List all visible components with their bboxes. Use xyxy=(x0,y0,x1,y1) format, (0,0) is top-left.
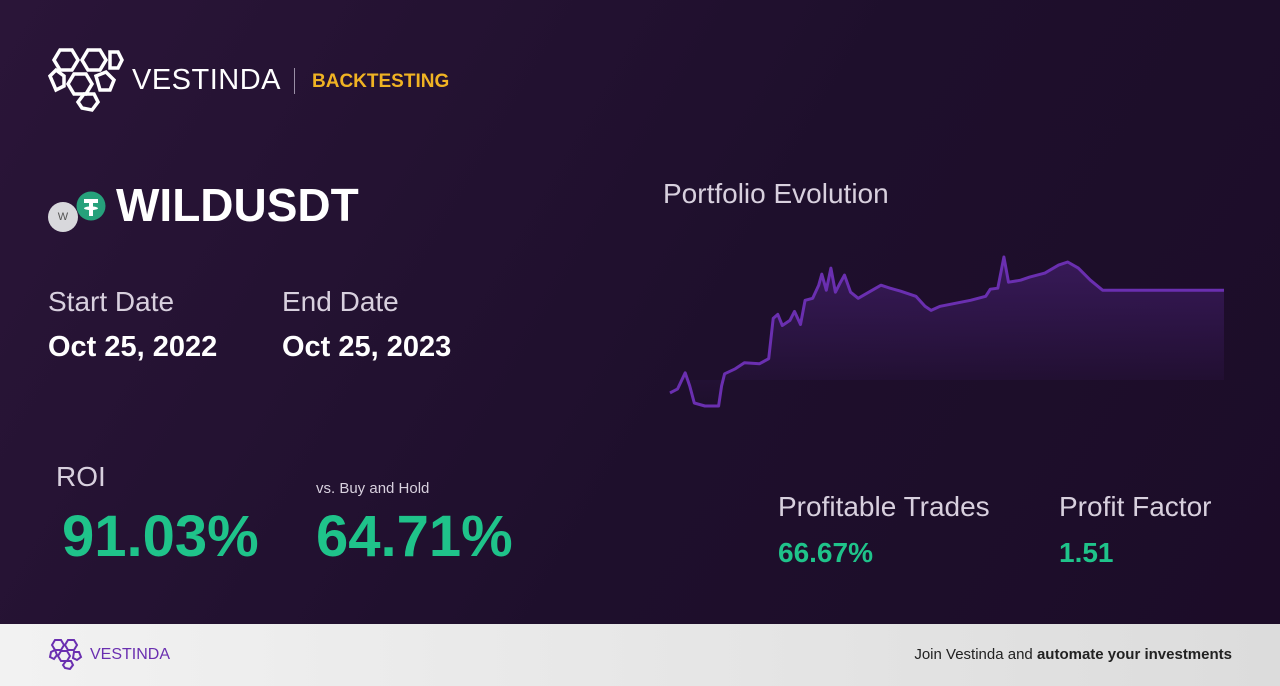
start-date: Oct 25, 2022 xyxy=(48,331,218,363)
footer-logo xyxy=(48,639,83,670)
compare-value: 64.71% xyxy=(316,504,513,569)
coin-badge: W xyxy=(48,202,78,232)
footer: VESTINDA Join Vestinda and automate your… xyxy=(0,624,1280,686)
chart-title: Portfolio Evolution xyxy=(663,178,889,209)
chart xyxy=(669,255,1224,408)
end-label: End Date xyxy=(282,286,399,317)
divider xyxy=(294,68,295,94)
cta: Join Vestinda and automate your investme… xyxy=(914,646,1232,663)
stat-label: Profit Factor xyxy=(1059,491,1212,522)
stat-value: 66.67% xyxy=(778,537,873,568)
section: BACKTESTING xyxy=(312,71,450,92)
line xyxy=(669,255,1224,408)
stat-label: Profitable Trades xyxy=(778,491,990,522)
footer-brand: VESTINDA xyxy=(90,646,171,663)
cta-bold[interactable]: automate your investments xyxy=(1036,646,1232,663)
roi-label: ROI xyxy=(56,461,106,492)
start-label: Start Date xyxy=(48,286,175,317)
end-date: Oct 25, 2023 xyxy=(282,331,452,363)
roi-value: 91.03% xyxy=(62,504,259,569)
tether-icon xyxy=(76,191,106,221)
compare-label: vs. Buy and Hold xyxy=(316,480,430,497)
brand: VESTINDA xyxy=(132,64,282,96)
cta-text: Join Vestinda and xyxy=(914,646,1033,663)
area xyxy=(670,257,1224,406)
symbol: WILDUSDT xyxy=(116,179,359,231)
logo xyxy=(47,48,124,112)
stat-value: 1.51 xyxy=(1059,537,1114,568)
